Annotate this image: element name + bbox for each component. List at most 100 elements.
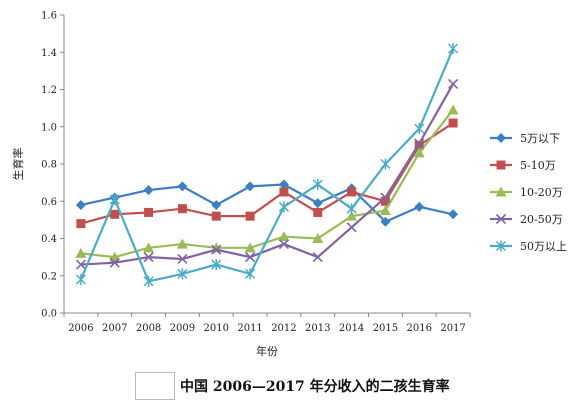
data-point [143,242,155,253]
x-axis-title: 年份 [256,344,278,358]
figure-caption: 中国 2006—2017 年分收入的二孩生育率 [180,379,450,395]
data-point [312,252,323,263]
data-point [177,181,188,192]
caption-box [135,372,175,400]
data-point [279,187,289,197]
data-point [312,198,323,209]
legend-item-3: 10-20万 [490,186,563,199]
data-point [346,203,357,215]
data-point [76,219,86,229]
legend-item-5: 50万以上 [490,240,567,253]
x-tick-label: 2015 [373,323,398,334]
data-point [245,268,256,280]
legend-item-4: 20-50万 [490,213,563,226]
series-5 [75,43,459,287]
y-tick-label: 0.4 [41,234,57,245]
data-point [380,196,390,206]
data-point [211,199,222,210]
data-point [143,185,154,196]
y-axis-title: 生育率 [11,148,25,181]
x-tick-label: 2006 [68,323,93,334]
y-tick-label: 0.0 [41,309,57,320]
data-point [380,192,391,203]
x-tick-label: 2007 [102,323,127,334]
y-tick-label: 1.2 [41,85,57,96]
series-line [80,83,455,266]
data-point [448,78,459,89]
data-point [211,259,222,271]
data-point [75,199,86,210]
legend-label: 10-20万 [520,186,563,199]
legend-label: 20-50万 [520,213,563,226]
chart: 0.0 0.2 0.4 0.6 0.8 1.0 1.2 1.4 1.6 2006 2007 2008 2… [11,11,567,359]
data-point [245,252,256,263]
data-point [75,259,86,270]
data-point [347,187,357,197]
y-tick-label: 1.4 [41,48,57,59]
axes: 0.0 0.2 0.4 0.6 0.8 1.0 1.2 1.4 1.6 2006 2007 2008 2… [41,11,471,334]
data-point [109,257,120,268]
data-point [245,211,255,221]
y-tick-label: 1.0 [41,122,57,133]
data-point [448,209,459,220]
data-point [379,205,391,216]
data-point [143,275,154,287]
series-group [75,43,459,287]
x-tick-label: 2008 [136,323,161,334]
data-point [346,210,358,221]
data-point [109,193,120,205]
data-point [414,123,425,135]
x-tick-label: 2012 [271,323,296,334]
data-point [110,209,120,219]
series-line [80,122,454,225]
series-4 [75,78,459,270]
data-point [211,211,221,221]
data-point [176,238,188,249]
x-tick-label: 2017 [440,323,465,334]
series-1 [75,179,459,227]
data-point [413,147,425,158]
legend-item-1: 5万以下 [490,132,560,145]
data-point [278,231,290,242]
y-tick-label: 0.8 [41,160,57,171]
legend-item-2: 5-10万 [490,159,556,172]
x-tick-label: 2014 [339,323,364,334]
data-point [177,253,188,265]
legend-marker [495,240,507,252]
data-point [414,138,425,149]
legend-label: 5万以下 [520,132,560,145]
data-point [380,216,391,227]
data-point [211,244,222,255]
x-tick-label: 2016 [407,323,432,334]
legend-marker [495,213,507,225]
data-point [143,252,154,263]
data-point [312,233,324,243]
series-line [80,183,454,224]
data-point [177,204,187,214]
data-point [346,222,357,233]
legend-label: 50万以上 [520,240,567,253]
y-tick-label: 0.6 [41,197,57,208]
legend: 5万以下 5-10万 10-20万 20-50万 50万以上 [490,132,567,253]
data-point [380,158,391,170]
x-tick-label: 2011 [237,323,262,334]
data-point [244,242,256,253]
x-tick-label: 2013 [305,323,330,334]
legend-label: 5-10万 [520,159,556,172]
data-point [448,43,459,55]
data-point [414,201,425,212]
legend-marker [496,133,506,143]
x-tick-label: 2010 [204,323,229,334]
data-point [278,201,289,213]
y-tick-label: 0.2 [41,271,57,282]
data-point [144,207,154,217]
data-point [75,273,86,285]
x-tick-label: 2009 [170,323,195,334]
data-point [278,179,289,190]
y-tick-label: 1.6 [41,11,57,22]
data-point [448,118,458,128]
legend-marker [496,160,506,170]
data-point [177,268,188,280]
data-point [245,181,256,192]
series-line [79,48,455,283]
